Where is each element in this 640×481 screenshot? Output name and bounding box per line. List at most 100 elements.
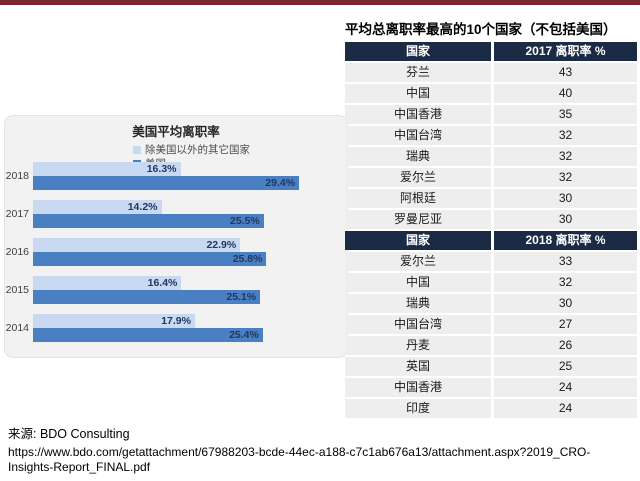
country-header-cell: 国家 (345, 42, 491, 61)
table-row: 芬兰 43 (345, 63, 637, 82)
table-row: 中国台湾 27 (345, 315, 637, 334)
bar-us: 25.4% (33, 328, 263, 342)
country-cell: 印度 (345, 399, 491, 418)
legend-label: 除美国以外的其它国家 (145, 144, 250, 156)
bar-other: 16.3% (33, 162, 181, 176)
rate-cell: 32 (494, 147, 637, 166)
rate-cell: 32 (494, 126, 637, 145)
bar-pair: 17.9% 25.4% (33, 314, 347, 342)
table-row: 中国 40 (345, 84, 637, 103)
top-accent-bar (0, 0, 640, 5)
bar-pair: 14.2% 25.5% (33, 200, 347, 228)
rate-header-cell: 2017 离职率 % (494, 42, 637, 61)
source-block: 来源: BDO Consulting https://www.bdo.com/g… (8, 423, 590, 475)
bar-value-label: 16.3% (146, 163, 177, 175)
country-cell: 瑞典 (345, 294, 491, 313)
country-cell: 中国 (345, 84, 491, 103)
bar-plot: 2018 16.3% 29.4% 2017 14.2% 25.5% 2016 22.9% 25.… (5, 162, 347, 352)
rate-cell: 32 (494, 168, 637, 187)
year-label: 2018 (5, 170, 29, 182)
rate-cell: 24 (494, 399, 637, 418)
country-cell: 瑞典 (345, 147, 491, 166)
table-row: 瑞典 32 (345, 147, 637, 166)
bar-value-label: 22.9% (206, 239, 237, 251)
country-cell: 中国台湾 (345, 315, 491, 334)
bar-value-label: 14.2% (127, 201, 158, 213)
country-cell: 爱尔兰 (345, 252, 491, 271)
table-row: 中国香港 35 (345, 105, 637, 124)
country-cell: 英国 (345, 357, 491, 376)
bar-value-label: 25.1% (226, 291, 257, 303)
bar-group: 2018 16.3% 29.4% (5, 162, 347, 190)
bar-value-label: 25.8% (232, 253, 263, 265)
country-cell: 中国香港 (345, 105, 491, 124)
rate-cell: 33 (494, 252, 637, 271)
rate-cell: 27 (494, 315, 637, 334)
bar-value-label: 16.4% (147, 277, 178, 289)
rate-cell: 32 (494, 273, 637, 292)
country-cell: 阿根廷 (345, 189, 491, 208)
country-cell: 芬兰 (345, 63, 491, 82)
bar-us: 29.4% (33, 176, 300, 190)
rate-cell: 30 (494, 210, 637, 229)
bar-value-label: 25.4% (229, 329, 259, 341)
table-header-row: 国家 2017 离职率 % (345, 42, 637, 61)
year-label: 2016 (5, 246, 29, 258)
table-row: 中国香港 24 (345, 378, 637, 397)
rate-cell: 30 (494, 294, 637, 313)
country-cell: 中国香港 (345, 378, 491, 397)
rate-cell: 26 (494, 336, 637, 355)
chart-title: 美国平均离职率 (132, 125, 220, 139)
legend-item: 除美国以外的其它国家 (133, 143, 347, 157)
bar-group: 2016 22.9% 25.8% (5, 238, 347, 266)
table-row: 中国 32 (345, 273, 637, 292)
rate-cell: 35 (494, 105, 637, 124)
bar-group: 2017 14.2% 25.5% (5, 200, 347, 228)
bar-other: 14.2% (33, 200, 162, 214)
rate-cell: 43 (494, 63, 637, 82)
country-cell: 中国 (345, 273, 491, 292)
bar-pair: 16.4% 25.1% (33, 276, 347, 304)
rate-cell: 40 (494, 84, 637, 103)
source-url: https://www.bdo.com/getattachment/679882… (8, 445, 590, 475)
bar-value-label: 25.5% (229, 215, 260, 227)
us-turnover-chart-card: 美国平均离职率 除美国以外的其它国家美国 201816.3%29.4%20171… (4, 115, 348, 358)
year-label: 2014 (5, 322, 29, 334)
year-label: 2017 (5, 208, 29, 220)
country-cell: 爱尔兰 (345, 168, 491, 187)
bar-pair: 22.9% 25.8% (33, 238, 347, 266)
source-label: 来源: BDO Consulting (8, 427, 130, 441)
bar-us: 25.8% (33, 252, 267, 266)
legend-swatch-icon (133, 146, 141, 154)
table-row: 印度 24 (345, 399, 637, 418)
country-cell: 中国台湾 (345, 126, 491, 145)
table-row: 爱尔兰 33 (345, 252, 637, 271)
table-row: 丹麦 26 (345, 336, 637, 355)
table-header-row: 国家 2018 离职率 % (345, 231, 637, 250)
bar-other: 17.9% (33, 314, 195, 328)
bar-us: 25.1% (33, 290, 261, 304)
country-rate-tables: 国家 2017 离职率 % 芬兰 43 中国 40 中国香港 35 中国台湾 32 瑞典 32 爱尔兰 3… (345, 42, 637, 420)
source-url-line: Insights-Report_FINAL.pdf (8, 460, 151, 474)
year-label: 2015 (5, 284, 29, 296)
rate-cell: 25 (494, 357, 637, 376)
table-row: 罗曼尼亚 30 (345, 210, 637, 229)
bar-value-label: 29.4% (265, 177, 296, 189)
rate-cell: 30 (494, 189, 637, 208)
country-cell: 丹麦 (345, 336, 491, 355)
table-row: 瑞典 30 (345, 294, 637, 313)
bar-other: 22.9% (33, 238, 241, 252)
table-row: 中国台湾 32 (345, 126, 637, 145)
bar-value-label: 17.9% (161, 315, 191, 327)
table-row: 阿根廷 30 (345, 189, 637, 208)
bar-group: 2014 17.9% 25.4% (5, 314, 347, 342)
table-title: 平均总离职率最高的10个国家（不包括美国） (345, 22, 617, 37)
country-header-cell: 国家 (345, 231, 491, 250)
bar-group: 2015 16.4% 25.1% (5, 276, 347, 304)
rate-header-cell: 2018 离职率 % (494, 231, 637, 250)
bar-pair: 16.3% 29.4% (33, 162, 347, 190)
table-row: 爱尔兰 32 (345, 168, 637, 187)
table-row: 英国 25 (345, 357, 637, 376)
country-cell: 罗曼尼亚 (345, 210, 491, 229)
